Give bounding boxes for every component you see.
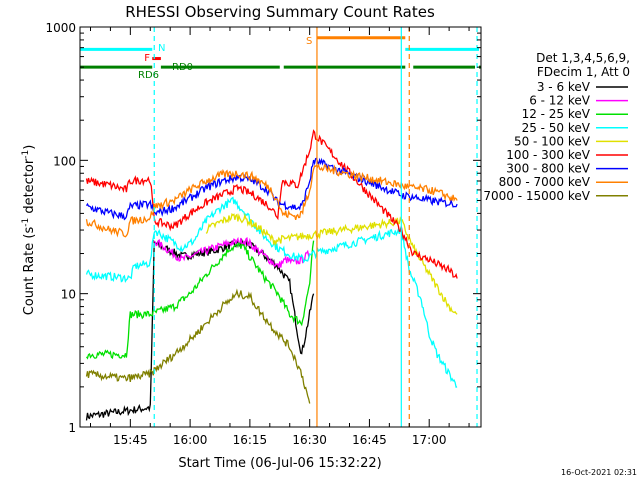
y-tick-label-100: 100 xyxy=(53,154,76,168)
legend-label-25-50-kev: 25 - 50 keV xyxy=(522,121,591,135)
legend: Det 1,3,4,5,6,9,FDecim 1, Att 03 - 6 keV… xyxy=(483,51,630,203)
vline-layer xyxy=(153,27,478,427)
series-6-12-kev xyxy=(153,236,311,268)
series-100-300-kev xyxy=(85,129,458,279)
footer-timestamp: 16-Oct-2021 02:31 xyxy=(561,468,637,477)
series-50-100-kev xyxy=(205,212,458,315)
annotation-rd6: RD6 xyxy=(138,70,159,81)
annotation-layer: NF RD6 RD0 S xyxy=(138,36,312,81)
y-axis-label: Count Rate (s-1 detector-1) xyxy=(21,145,37,316)
y-tick-label-10: 10 xyxy=(61,288,76,302)
y-axis-label-end: ) xyxy=(22,145,37,150)
annotation-s: S xyxy=(306,36,312,47)
x-tick-label-16-45: 16:45 xyxy=(352,433,387,447)
x-tick-label-16-00: 16:00 xyxy=(173,433,208,447)
series-7000-15000-kev xyxy=(85,288,311,404)
x-axis-label: Start Time (06-Jul-06 15:32:22) xyxy=(178,456,381,471)
legend-label-800-7000-kev: 800 - 7000 keV xyxy=(499,175,591,189)
y-axis-label-main: Count Rate (s xyxy=(22,227,37,316)
legend-label-3-6-kev: 3 - 6 keV xyxy=(537,80,591,94)
series-25-50-kev xyxy=(85,196,458,388)
legend-label-6-12-kev: 6 - 12 keV xyxy=(529,94,591,108)
plot-frame xyxy=(79,26,482,428)
y-tick-label-1: 1 xyxy=(68,421,76,435)
legend-header-1: FDecim 1, Att 0 xyxy=(537,65,630,79)
x-tick-label-16-15: 16:15 xyxy=(233,433,268,447)
legend-label-300-800-kev: 300 - 800 keV xyxy=(506,162,590,176)
series-12-25-kev xyxy=(85,240,315,360)
x-tick-label-15-45: 15:45 xyxy=(113,433,148,447)
annotation-rd0: RD0 xyxy=(172,62,193,73)
y-axis-label-exp1: -1 xyxy=(21,218,31,227)
annotation-n: N xyxy=(158,43,165,54)
y-axis-label-mid: detector xyxy=(22,158,37,218)
series-800-7000-kev xyxy=(85,163,458,238)
series-layer xyxy=(85,129,458,421)
annotation-f: F xyxy=(144,53,150,64)
legend-label-50-100-kev: 50 - 100 keV xyxy=(514,134,591,148)
y-axis-label-exp2: -1 xyxy=(21,150,31,159)
legend-header-0: Det 1,3,4,5,6,9, xyxy=(536,51,630,65)
legend-label-100-300-kev: 100 - 300 keV xyxy=(506,148,590,162)
x-tick-label-16-30: 16:30 xyxy=(292,433,327,447)
series-3-6-kev xyxy=(85,238,315,421)
axis-layer: 1 10 100 1000 15:45 16:00 16:15 16:30 16:45 17:00 xyxy=(45,21,481,447)
x-tick-label-17-00: 17:00 xyxy=(412,433,447,447)
chart-title: RHESSI Observing Summary Count Rates xyxy=(125,3,435,21)
y-tick-label-1000: 1000 xyxy=(45,21,76,35)
legend-label-12-25-kev: 12 - 25 keV xyxy=(522,107,591,121)
legend-label-7000-15000-kev: 7000 - 15000 keV xyxy=(483,189,590,203)
